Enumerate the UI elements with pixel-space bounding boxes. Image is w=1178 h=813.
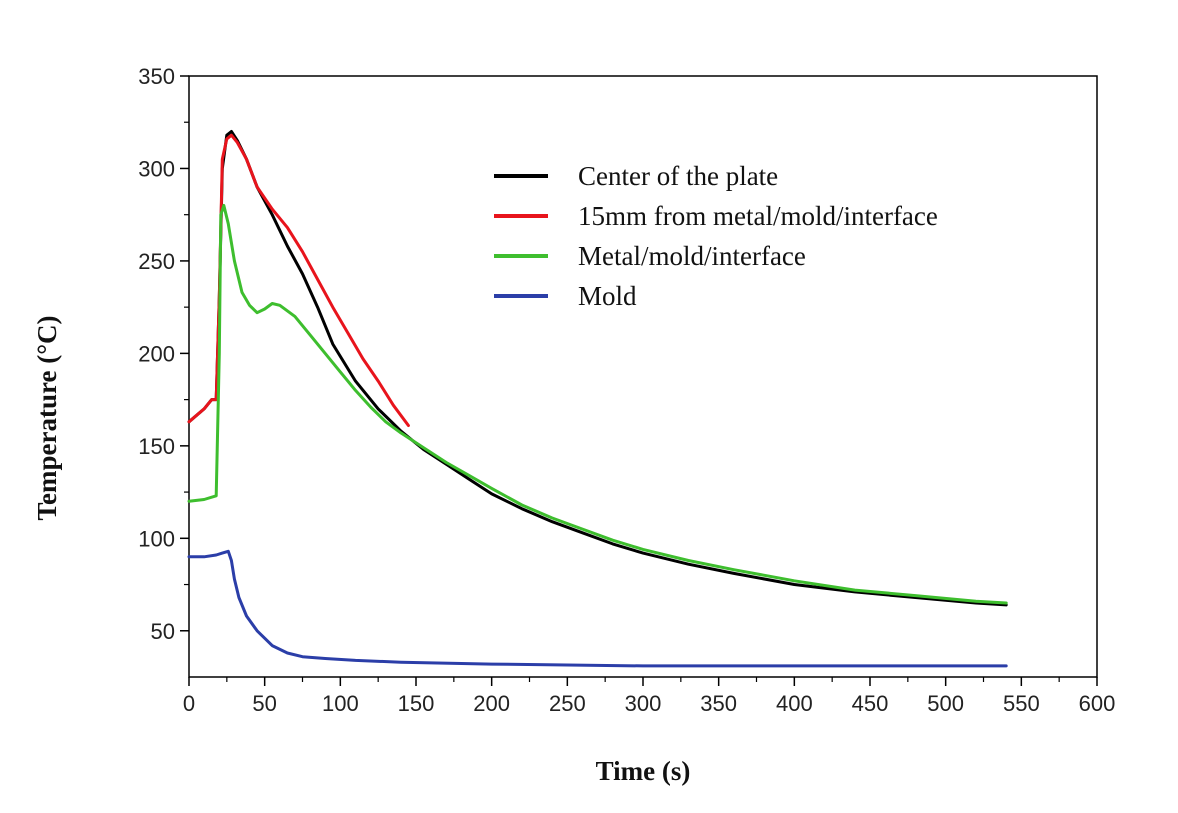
series-line-2 [187,133,410,427]
y-tick-label: 250 [138,249,175,274]
x-tick-label: 550 [1003,691,1040,716]
x-tick-label: 200 [473,691,510,716]
series-line-4 [187,549,1008,668]
y-tick-label: 150 [138,434,175,459]
y-tick-label: 50 [151,619,175,644]
x-tick-label: 250 [549,691,586,716]
axis-tick-labels: 0 50 100 150 200 250 300 350 400 450 500 550 600 50 10… [138,64,1115,716]
x-tick-label: 400 [776,691,813,716]
y-axis-title: Temperature (°C) [32,315,62,520]
y-tick-label: 100 [138,526,175,551]
x-tick-label: 300 [625,691,662,716]
y-tick-label: 350 [138,64,175,89]
x-axis-title: Time (s) [596,756,691,786]
x-tick-label: 600 [1079,691,1116,716]
x-tick-label: 450 [852,691,889,716]
y-tick-label: 200 [138,341,175,366]
x-tick-label: 350 [700,691,737,716]
x-tick-label: 50 [252,691,276,716]
x-tick-label: 150 [398,691,435,716]
x-tick-label: 0 [183,691,195,716]
legend-label-2: 15mm from metal/mold/interface [578,201,938,231]
legend-label-1: Center of the plate [578,161,778,191]
legend-label-3: Metal/mold/interface [578,241,806,271]
series-lines [187,130,1008,668]
x-tick-label: 100 [322,691,359,716]
series-line-3 [187,203,1008,605]
axis-ticks [180,75,1098,686]
legend: Center of the plate 15mm from metal/mold/… [494,161,938,311]
x-tick-label: 500 [927,691,964,716]
y-tick-label: 300 [138,156,175,181]
legend-label-4: Mold [578,281,637,311]
